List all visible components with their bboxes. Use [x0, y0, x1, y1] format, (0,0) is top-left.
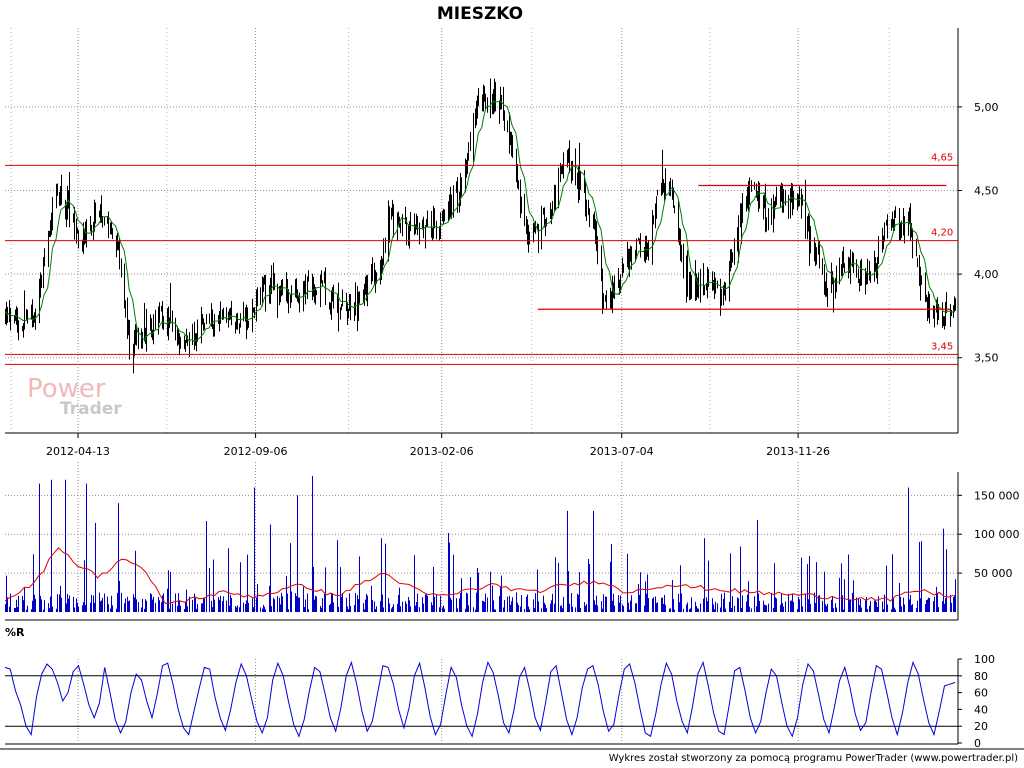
- axis-labels: 2012-04-13 2012-09-06 2013-02-06 2013-07-04…: [46, 101, 1019, 750]
- price-y-tick-label-0: 3,50: [974, 352, 999, 365]
- price-y-tick-label-2: 4,50: [974, 185, 999, 198]
- volume-y-tick-label-2: 150 000: [974, 489, 1020, 502]
- wr-y-tick-label-4: 80: [974, 670, 988, 683]
- price-x-tick-label-1: 2012-09-06: [224, 445, 288, 458]
- williams-r-line: [4, 660, 956, 738]
- grid-lines: [5, 28, 958, 743]
- price-x-tick-label-4: 2013-11-26: [766, 445, 830, 458]
- williams-r-panel: [4, 660, 958, 738]
- price-y-tick-label-3: 5,00: [974, 101, 999, 114]
- moving-average-line: [4, 100, 956, 342]
- level-label-0: 4,65: [931, 152, 953, 163]
- chart-title: MIESZKO: [437, 4, 523, 24]
- watermark-power: Power: [27, 374, 106, 404]
- wr-y-tick-label-3: 60: [974, 687, 988, 700]
- level-label-1: 4,20: [931, 228, 953, 239]
- price-panel: [4, 78, 956, 374]
- price-x-tick-label-0: 2012-04-13: [46, 445, 110, 458]
- price-x-tick-label-3: 2013-07-04: [590, 445, 654, 458]
- price-x-tick-label-2: 2013-02-06: [410, 445, 474, 458]
- support-resistance-lines: 4,65 4,20 3,45: [5, 152, 958, 365]
- volume-y-tick-label-1: 100 000: [974, 528, 1020, 541]
- panel-frames: [0, 28, 1024, 750]
- watermark: Power Trader: [27, 374, 122, 419]
- volume-y-tick-label-0: 50 000: [974, 567, 1013, 580]
- credit-text: Wykres został stworzony za pomocą progra…: [609, 753, 1018, 764]
- wr-y-tick-label-0: 0: [974, 737, 981, 750]
- wr-y-tick-label-5: 100: [974, 653, 995, 666]
- volume-average-line: [4, 547, 954, 605]
- volume-panel: [4, 475, 956, 612]
- watermark-trader: Trader: [60, 399, 122, 419]
- williams-r-label: %R: [5, 626, 25, 639]
- level-label-2: 3,45: [931, 341, 953, 352]
- wr-y-tick-label-2: 40: [974, 703, 988, 716]
- price-y-tick-label-1: 4,00: [974, 268, 999, 281]
- wr-y-tick-label-1: 20: [974, 720, 988, 733]
